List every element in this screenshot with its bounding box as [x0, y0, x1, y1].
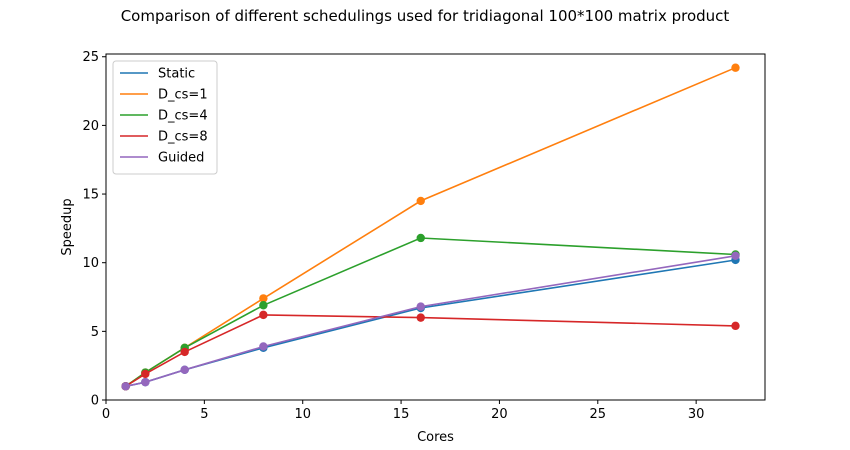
data-point-d-cs-8: [259, 310, 268, 320]
series-guided: [121, 251, 740, 391]
x-axis-label: Cores: [417, 430, 454, 445]
series-d-cs-4: [121, 233, 740, 391]
y-tick-label: 10: [82, 256, 99, 271]
x-tick-label: 25: [590, 407, 607, 422]
data-point-guided: [121, 382, 130, 391]
legend-label: Static: [158, 67, 195, 82]
series-line-guided: [125, 255, 736, 388]
y-axis-label: Speedup: [60, 198, 75, 255]
x-tick-label: 0: [102, 407, 110, 422]
legend-label: D_cs=1: [158, 88, 208, 103]
legend: Static D_cs=1 D_cs=4 D_cs=8 Guided: [112, 60, 218, 175]
data-point-guided: [259, 342, 268, 351]
y-tick-label: 0: [91, 394, 99, 409]
data-point-d-cs-1: [416, 196, 425, 206]
series-d-cs-8: [121, 310, 740, 391]
y-tick-label: 5: [91, 325, 99, 340]
legend-box: [112, 60, 218, 175]
x-tick-label: 20: [491, 407, 508, 422]
x-tick-label: 10: [294, 407, 311, 422]
data-point-d-cs-1: [259, 294, 268, 303]
plot-frame: [105, 53, 766, 401]
data-point-guided: [416, 302, 425, 311]
y-tick-label: 20: [82, 119, 99, 134]
legend-label: D_cs=8: [158, 130, 208, 145]
legend-label: Guided: [158, 151, 204, 166]
series-layer: [121, 63, 740, 391]
data-point-d-cs-4: [416, 233, 425, 243]
chart-title: Comparison of different schedulings used…: [121, 7, 730, 25]
data-point-d-cs-8: [731, 321, 740, 331]
data-point-guided: [141, 377, 150, 387]
series-line-d-cs-4: [125, 237, 736, 387]
x-tick-label: 5: [200, 407, 208, 422]
axis-ticks: 0 5 10 15 20 25 30 0 5 10 15 20 25: [82, 50, 704, 422]
data-point-d-cs-8: [141, 369, 150, 379]
y-tick-label: 25: [82, 50, 99, 65]
data-point-d-cs-1: [731, 63, 740, 72]
data-point-d-cs-8: [416, 313, 425, 322]
x-tick-label: 15: [393, 407, 410, 422]
x-tick-label: 30: [688, 407, 705, 422]
series-line-d-cs-8: [125, 314, 736, 387]
y-tick-label: 15: [82, 188, 99, 203]
data-point-d-cs-4: [259, 301, 268, 310]
legend-label: D_cs=4: [158, 109, 208, 124]
data-point-d-cs-8: [180, 347, 189, 357]
data-point-guided: [731, 251, 740, 261]
data-point-guided: [180, 365, 189, 374]
